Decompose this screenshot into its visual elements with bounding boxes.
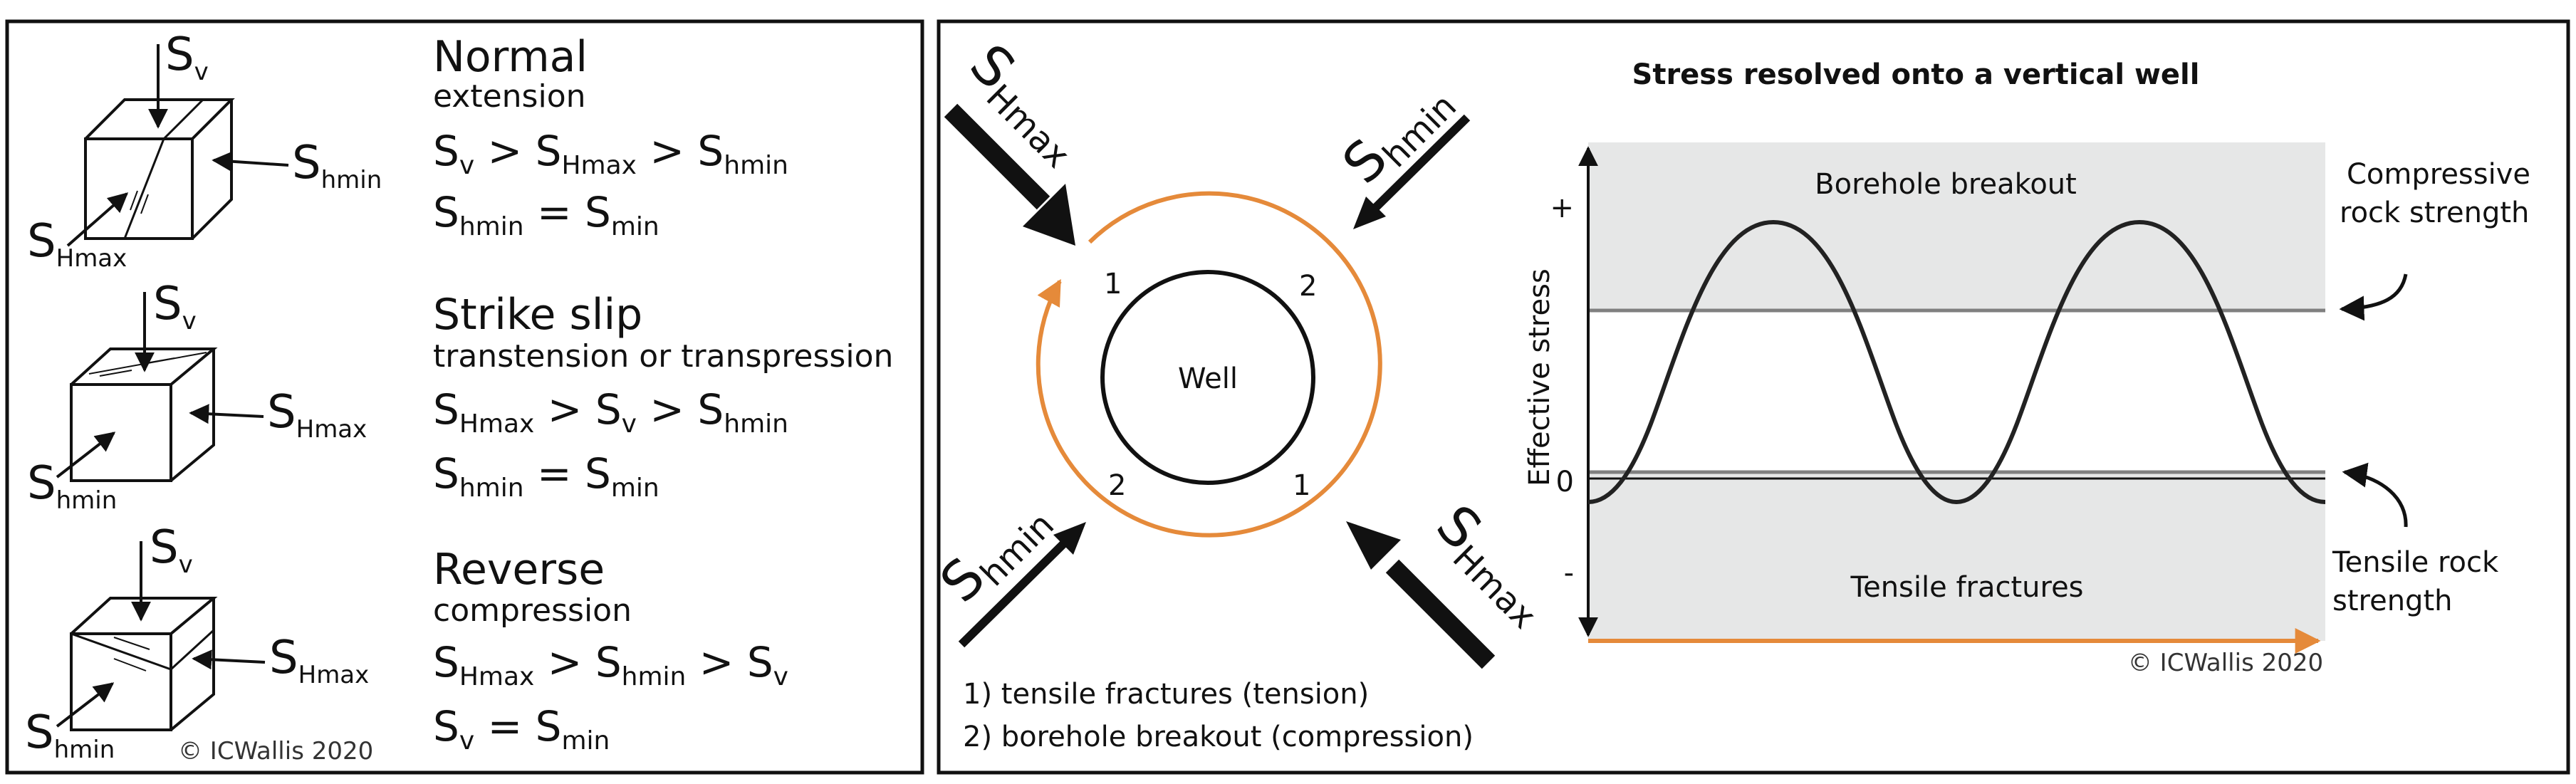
reverse-desc: compression [433,592,632,629]
normal-eq1: Sv > SHmax > Shmin [433,127,788,180]
tensile-label-line2: strength [2332,585,2452,617]
tensile-fractures-region: Tensile fractures [1850,571,2083,604]
well-label: Well [1178,362,1238,395]
y-axis-label: Effective stress [1523,268,1556,486]
normal-eq2: Shmin = Smin [433,188,659,241]
tick-plus: + [1550,192,1574,224]
number-2-top-right: 2 [1299,270,1317,303]
plot-white-band [1588,312,2325,474]
compressive-label-line1: Compressive [2347,158,2530,191]
reverse-eq1: SHmax > Shmin > Sv [433,638,788,691]
svg-text:SHmax: SHmax [267,386,367,444]
strike-slip-block [56,292,264,482]
legend-breakout: 2) borehole breakout (compression) [963,721,1474,753]
reverse-title: Reverse [433,545,605,595]
shmin-label-bottom-left: Shmin [928,484,1062,618]
left-panel-frame [5,19,924,775]
shmin-arrow-top-right [1353,114,1471,229]
number-2-bottom-left: 2 [1108,469,1126,502]
svg-text:Sv: Sv [153,278,197,335]
reverse-eq2: Sv = Smin [433,702,610,756]
shmax-arrow-bottom-right [1346,521,1496,669]
strike-slip-regime-text: Strike slip transtension or transpressio… [433,290,893,503]
reverse-block-labels: Sv SHmax Shmin [25,521,369,764]
svg-text:Shmin: Shmin [25,706,115,764]
stress-arrows [944,103,1496,669]
orange-circulation-arc [1036,191,1382,538]
normal-desc: extension [433,78,586,115]
shmax-arrow-top-left [944,103,1075,246]
normal-fault-block [66,44,289,247]
normal-title: Normal [433,32,588,82]
number-1-top-left: 1 [1104,268,1122,300]
plot-title: Stress resolved onto a vertical well [1632,58,2200,91]
well-circle [1100,270,1315,485]
strike-slip-eq2: Shmin = Smin [433,449,659,503]
reverse-regime-text: Reverse compression SHmax > Shmin > Sv S… [433,545,788,756]
compressive-pointer-arrow [2339,273,2408,321]
strike-slip-eq1: SHmax > Sv > Shmin [433,385,788,439]
left-copyright: © ICWallis 2020 [178,737,373,765]
svg-text:Sv: Sv [150,521,193,579]
plot-copyright: © ICWallis 2020 [2128,649,2323,677]
svg-text:Sv: Sv [165,28,209,86]
stress-curve [1587,219,2326,505]
svg-text:Shmin: Shmin [292,137,382,194]
normal-regime-text: Normal extension Sv > SHmax > Shmin Shmi… [433,32,788,241]
shmin-label-top-right: Shmin [1330,66,1464,199]
shmax-label-top-left: SHmax [954,32,1098,176]
tick-minus: - [1564,557,1574,590]
reverse-fault-block [56,541,266,731]
stress-plot: Stress resolved onto a vertical well Eff… [1523,58,2326,677]
tensile-label-line1: Tensile rock [2332,546,2499,579]
strength-annotations: Compressive rock strength Tensile rock s… [2332,158,2530,617]
tick-zero: 0 [1556,466,1574,498]
tensile-pointer-arrow [2342,462,2408,528]
svg-text:Shmin: Shmin [27,457,117,515]
normal-block-labels: Sv Shmin SHmax [27,28,382,273]
strike-slip-block-labels: Sv SHmax Shmin [27,278,367,515]
strike-slip-desc: transtension or transpression [433,338,893,375]
legend-tensile: 1) tensile fractures (tension) [963,678,1369,711]
svg-text:SHmax: SHmax [27,215,127,273]
shmin-arrow-bottom-left [958,522,1086,648]
strike-slip-title: Strike slip [433,290,642,340]
right-panel-frame [937,19,2570,775]
borehole-breakout-region: Borehole breakout [1815,168,2077,201]
compressive-label-line2: rock strength [2340,197,2529,229]
svg-text:SHmax: SHmax [269,632,369,689]
number-1-bottom-right: 1 [1293,469,1310,502]
